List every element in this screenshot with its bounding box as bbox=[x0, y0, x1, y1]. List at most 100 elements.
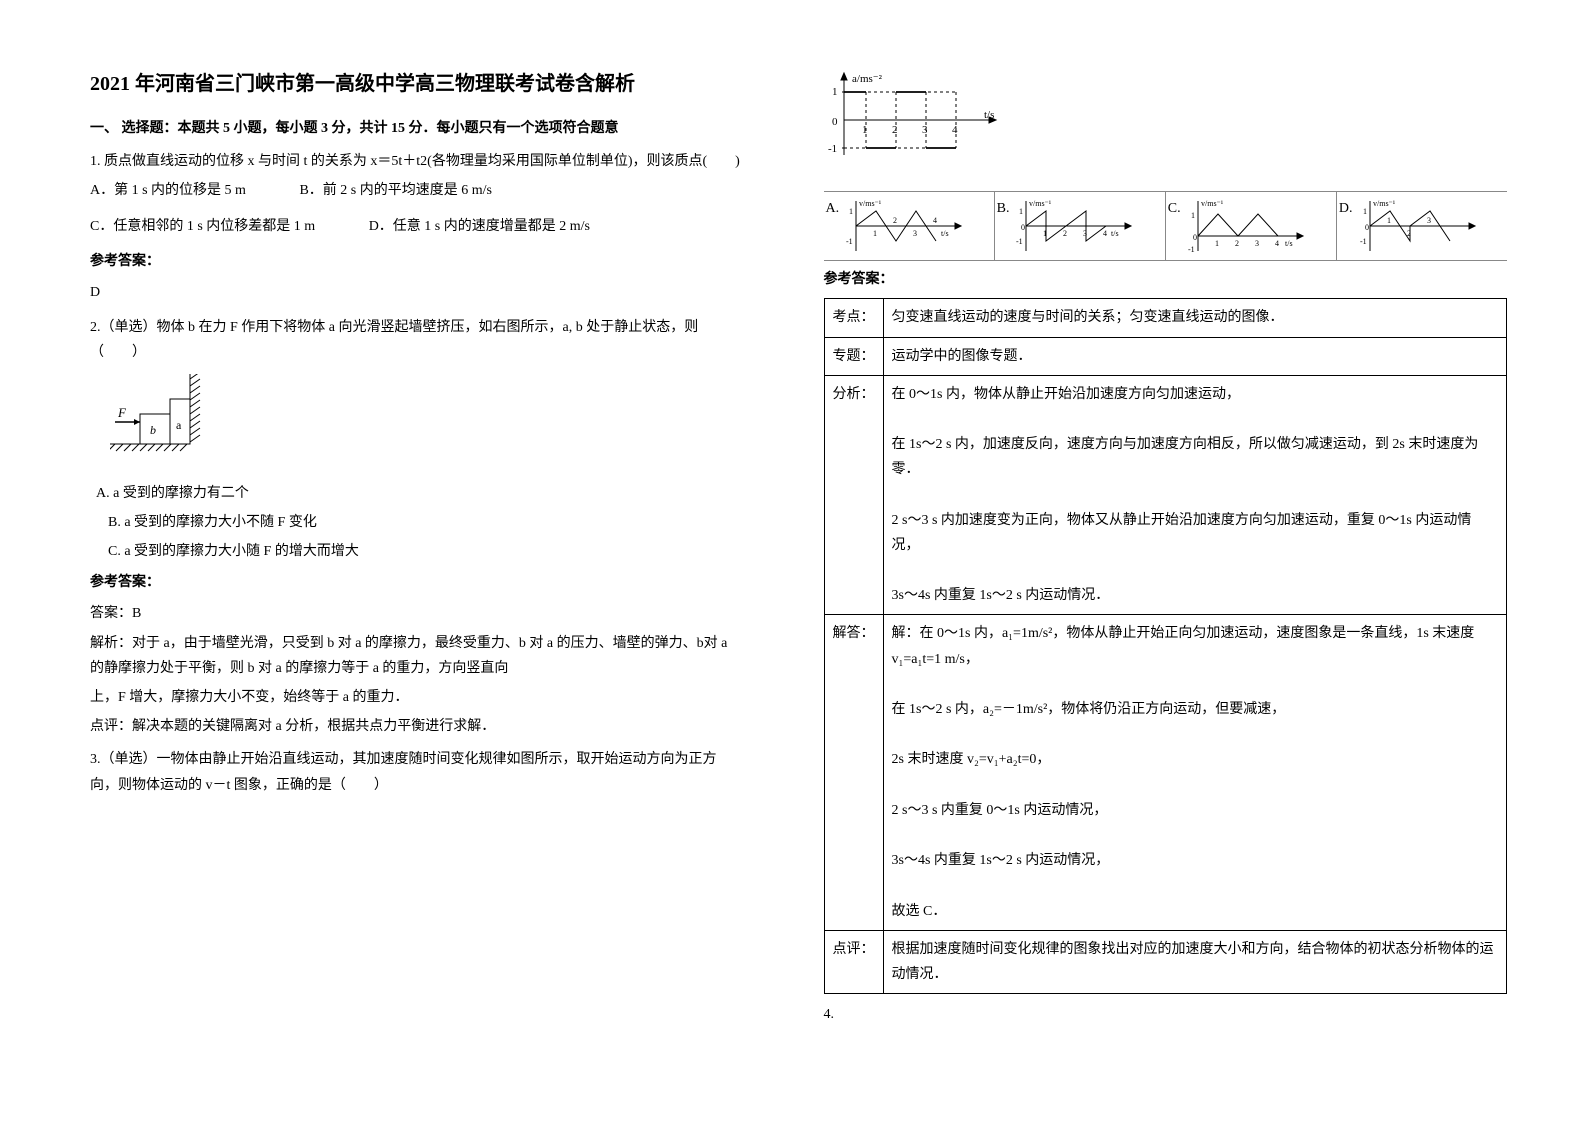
exam-title: 2021 年河南省三门峡市第一高级中学高三物理联考试卷含解析 bbox=[90, 70, 744, 98]
sol-para: 3s～4s 内重复 1s～2 s 内运动情况， bbox=[892, 848, 1499, 873]
svg-text:1: 1 bbox=[1019, 207, 1023, 216]
q1-opt-b: B．前 2 s 内的平均速度是 6 m/s bbox=[299, 178, 492, 203]
svg-text:v/ms⁻¹: v/ms⁻¹ bbox=[1201, 199, 1224, 208]
svg-text:2: 2 bbox=[892, 124, 898, 136]
q2-analysis-1: 解析：对于 a，由于墙壁光滑，只受到 b 对 a 的摩擦力，最终受重力、b 对 … bbox=[90, 631, 744, 681]
svg-text:1: 1 bbox=[832, 86, 838, 98]
svg-text:2: 2 bbox=[1063, 229, 1067, 238]
sol-value: 运动学中的图像专题． bbox=[883, 337, 1507, 375]
sol-value: 在 0～1s 内，物体从静止开始沿加速度方向匀加速运动， 在 1s～2 s 内，… bbox=[883, 375, 1507, 615]
svg-text:-1: -1 bbox=[1360, 237, 1367, 246]
section-1-head: 一、 选择题：本题共 5 小题，每小题 3 分，共计 15 分．每小题只有一个选… bbox=[90, 116, 744, 141]
sol-para: 故选 C． bbox=[892, 899, 1499, 924]
svg-text:4: 4 bbox=[1103, 229, 1107, 238]
svg-text:-1: -1 bbox=[1016, 237, 1023, 246]
sol-para: 2s 末时速度 v₂=v₁+a₂t=0， bbox=[892, 747, 1499, 772]
svg-text:0: 0 bbox=[1193, 233, 1197, 242]
sol-para: 在 1s～2 s 内，加速度反向，速度方向与加速度方向相反，所以做匀减速运动，到… bbox=[892, 432, 1499, 482]
left-column: 2021 年河南省三门峡市第一高级中学高三物理联考试卷含解析 一、 选择题：本题… bbox=[0, 0, 794, 1122]
sol-label: 解答： bbox=[824, 615, 883, 930]
table-row: 专题：运动学中的图像专题． bbox=[824, 337, 1507, 375]
solution-table: 考点：匀变速直线运动的速度与时间的关系；匀变速直线运动的图像． 专题：运动学中的… bbox=[824, 298, 1508, 994]
svg-text:t/s: t/s bbox=[1285, 239, 1293, 248]
table-row: 点评：根据加速度随时间变化规律的图象找出对应的加速度大小和方向，结合物体的初状态… bbox=[824, 930, 1507, 993]
sol-para: 在 0～1s 内，物体从静止开始沿加速度方向匀加速运动， bbox=[892, 382, 1499, 407]
sol-label: 点评： bbox=[824, 930, 883, 993]
q1-options-row1: A．第 1 s 内的位移是 5 m B．前 2 s 内的平均速度是 6 m/s bbox=[90, 178, 744, 203]
svg-text:-1: -1 bbox=[1188, 245, 1195, 254]
svg-text:1: 1 bbox=[1363, 207, 1367, 216]
sol-para: 2 s～3 s 内加速度变为正向，物体又从静止开始沿加速度方向匀加速运动，重复 … bbox=[892, 508, 1499, 558]
q3-opt-d: D. v/ms⁻¹ 10-1 123 bbox=[1337, 192, 1507, 260]
q3-opt-c: C. v/ms⁻¹t/s 10-1 1234 bbox=[1166, 192, 1337, 260]
q2-analysis-3: 点评：解决本题的关键隔离对 a 分析，根据共点力平衡进行求解． bbox=[90, 714, 744, 739]
sol-para: 在 1s～2 s 内，a₂=－1m/s²，物体将仍沿正方向运动，但要减速， bbox=[892, 697, 1499, 722]
q3-opt-a: A. v/ms⁻¹t/s 1-1 1234 bbox=[824, 192, 995, 260]
q2-stem: 2.（单选）物体 b 在力 F 作用下将物体 a 向光滑竖起墙壁挤压，如右图所示… bbox=[90, 315, 744, 365]
sol-para: 3s～4s 内重复 1s～2 s 内运动情况． bbox=[892, 583, 1499, 608]
svg-text:3: 3 bbox=[1083, 229, 1087, 238]
svg-text:4: 4 bbox=[933, 216, 937, 225]
svg-text:1: 1 bbox=[1191, 211, 1195, 220]
q1-opt-c: C．任意相邻的 1 s 内位移差都是 1 m bbox=[90, 214, 315, 239]
sol-value: 根据加速度随时间变化规律的图象找出对应的加速度大小和方向，结合物体的初状态分析物… bbox=[883, 930, 1507, 993]
svg-text:4: 4 bbox=[1275, 239, 1279, 248]
svg-text:a/ms⁻²: a/ms⁻² bbox=[852, 73, 883, 85]
svg-text:t/s: t/s bbox=[1111, 229, 1119, 238]
q3-options-row: A. v/ms⁻¹t/s 1-1 1234 B. bbox=[824, 191, 1508, 261]
svg-text:t/s: t/s bbox=[941, 229, 949, 238]
svg-text:1: 1 bbox=[1387, 216, 1391, 225]
svg-text:0: 0 bbox=[832, 116, 838, 128]
q2-diagram: b a F bbox=[110, 374, 744, 473]
svg-text:0: 0 bbox=[1021, 223, 1025, 232]
q1-opt-a: A．第 1 s 内的位移是 5 m bbox=[90, 178, 246, 203]
q1-stem: 1. 质点做直线运动的位移 x 与时间 t 的关系为 x＝5t＋t2(各物理量均… bbox=[90, 149, 744, 174]
q3-stem: 3.（单选）一物体由静止开始沿直线运动，其加速度随时间变化规律如图所示，取开始运… bbox=[90, 747, 744, 797]
table-row: 解答： 解：在 0～1s 内，a₁=1m/s²，物体从静止开始正向匀加速运动，速… bbox=[824, 615, 1507, 930]
sol-label: 分析： bbox=[824, 375, 883, 615]
right-column: a/ms⁻² t/s 1 0 -1 1 2 3 4 bbox=[794, 0, 1587, 1122]
q3-opt-b: B. v/ms⁻¹t/s 1-10 1234 bbox=[995, 192, 1166, 260]
table-row: 分析： 在 0～1s 内，物体从静止开始沿加速度方向匀加速运动， 在 1s～2 … bbox=[824, 375, 1507, 615]
q1-ans-head: 参考答案： bbox=[90, 249, 744, 274]
svg-text:F: F bbox=[117, 405, 127, 420]
svg-text:1: 1 bbox=[849, 207, 853, 216]
sol-value: 解：在 0～1s 内，a₁=1m/s²，物体从静止开始正向匀加速运动，速度图象是… bbox=[883, 615, 1507, 930]
svg-text:v/ms⁻¹: v/ms⁻¹ bbox=[1029, 199, 1052, 208]
svg-text:-1: -1 bbox=[846, 237, 853, 246]
q2-ans-head: 参考答案： bbox=[90, 570, 744, 595]
svg-text:-1: -1 bbox=[828, 143, 837, 155]
svg-text:1: 1 bbox=[1215, 239, 1219, 248]
q1-opt-d: D．任意 1 s 内的速度增量都是 2 m/s bbox=[369, 214, 590, 239]
q2-analysis-2: 上，F 增大，摩擦力大小不变，始终等于 a 的重力． bbox=[90, 685, 744, 710]
svg-text:2: 2 bbox=[1235, 239, 1239, 248]
svg-text:1: 1 bbox=[873, 229, 877, 238]
svg-text:a: a bbox=[176, 418, 182, 432]
svg-text:3: 3 bbox=[1255, 239, 1259, 248]
q1-options-row2: C．任意相邻的 1 s 内位移差都是 1 m D．任意 1 s 内的速度增量都是… bbox=[90, 214, 744, 239]
svg-text:v/ms⁻¹: v/ms⁻¹ bbox=[859, 199, 882, 208]
q2-opt-b: B. a 受到的摩擦力大小不随 F 变化 bbox=[108, 510, 744, 535]
svg-text:2: 2 bbox=[893, 216, 897, 225]
q2-ans: 答案：B bbox=[90, 601, 744, 626]
svg-text:1: 1 bbox=[1043, 229, 1047, 238]
q2-opt-a: A. a 受到的摩擦力有二个 bbox=[96, 481, 744, 506]
svg-text:1: 1 bbox=[862, 124, 868, 136]
svg-text:3: 3 bbox=[922, 124, 928, 136]
svg-text:b: b bbox=[150, 423, 156, 437]
table-row: 考点：匀变速直线运动的速度与时间的关系；匀变速直线运动的图像． bbox=[824, 299, 1507, 337]
sol-para: 2 s～3 s 内重复 0～1s 内运动情况， bbox=[892, 798, 1499, 823]
q1-ans: D bbox=[90, 280, 744, 305]
q2-opt-c: C. a 受到的摩擦力大小随 F 的增大而增大 bbox=[108, 539, 744, 564]
svg-text:4: 4 bbox=[952, 124, 958, 136]
sol-label: 考点： bbox=[824, 299, 883, 337]
sol-label: 专题： bbox=[824, 337, 883, 375]
q3-at-graph: a/ms⁻² t/s 1 0 -1 1234 bbox=[824, 70, 1508, 179]
svg-text:0: 0 bbox=[1365, 223, 1369, 232]
sol-value: 匀变速直线运动的速度与时间的关系；匀变速直线运动的图像． bbox=[883, 299, 1507, 337]
svg-text:v/ms⁻¹: v/ms⁻¹ bbox=[1373, 199, 1396, 208]
sol-para: 解：在 0～1s 内，a₁=1m/s²，物体从静止开始正向匀加速运动，速度图象是… bbox=[892, 621, 1499, 671]
svg-text:3: 3 bbox=[913, 229, 917, 238]
svg-text:3: 3 bbox=[1427, 216, 1431, 225]
svg-text:2: 2 bbox=[1407, 229, 1411, 238]
